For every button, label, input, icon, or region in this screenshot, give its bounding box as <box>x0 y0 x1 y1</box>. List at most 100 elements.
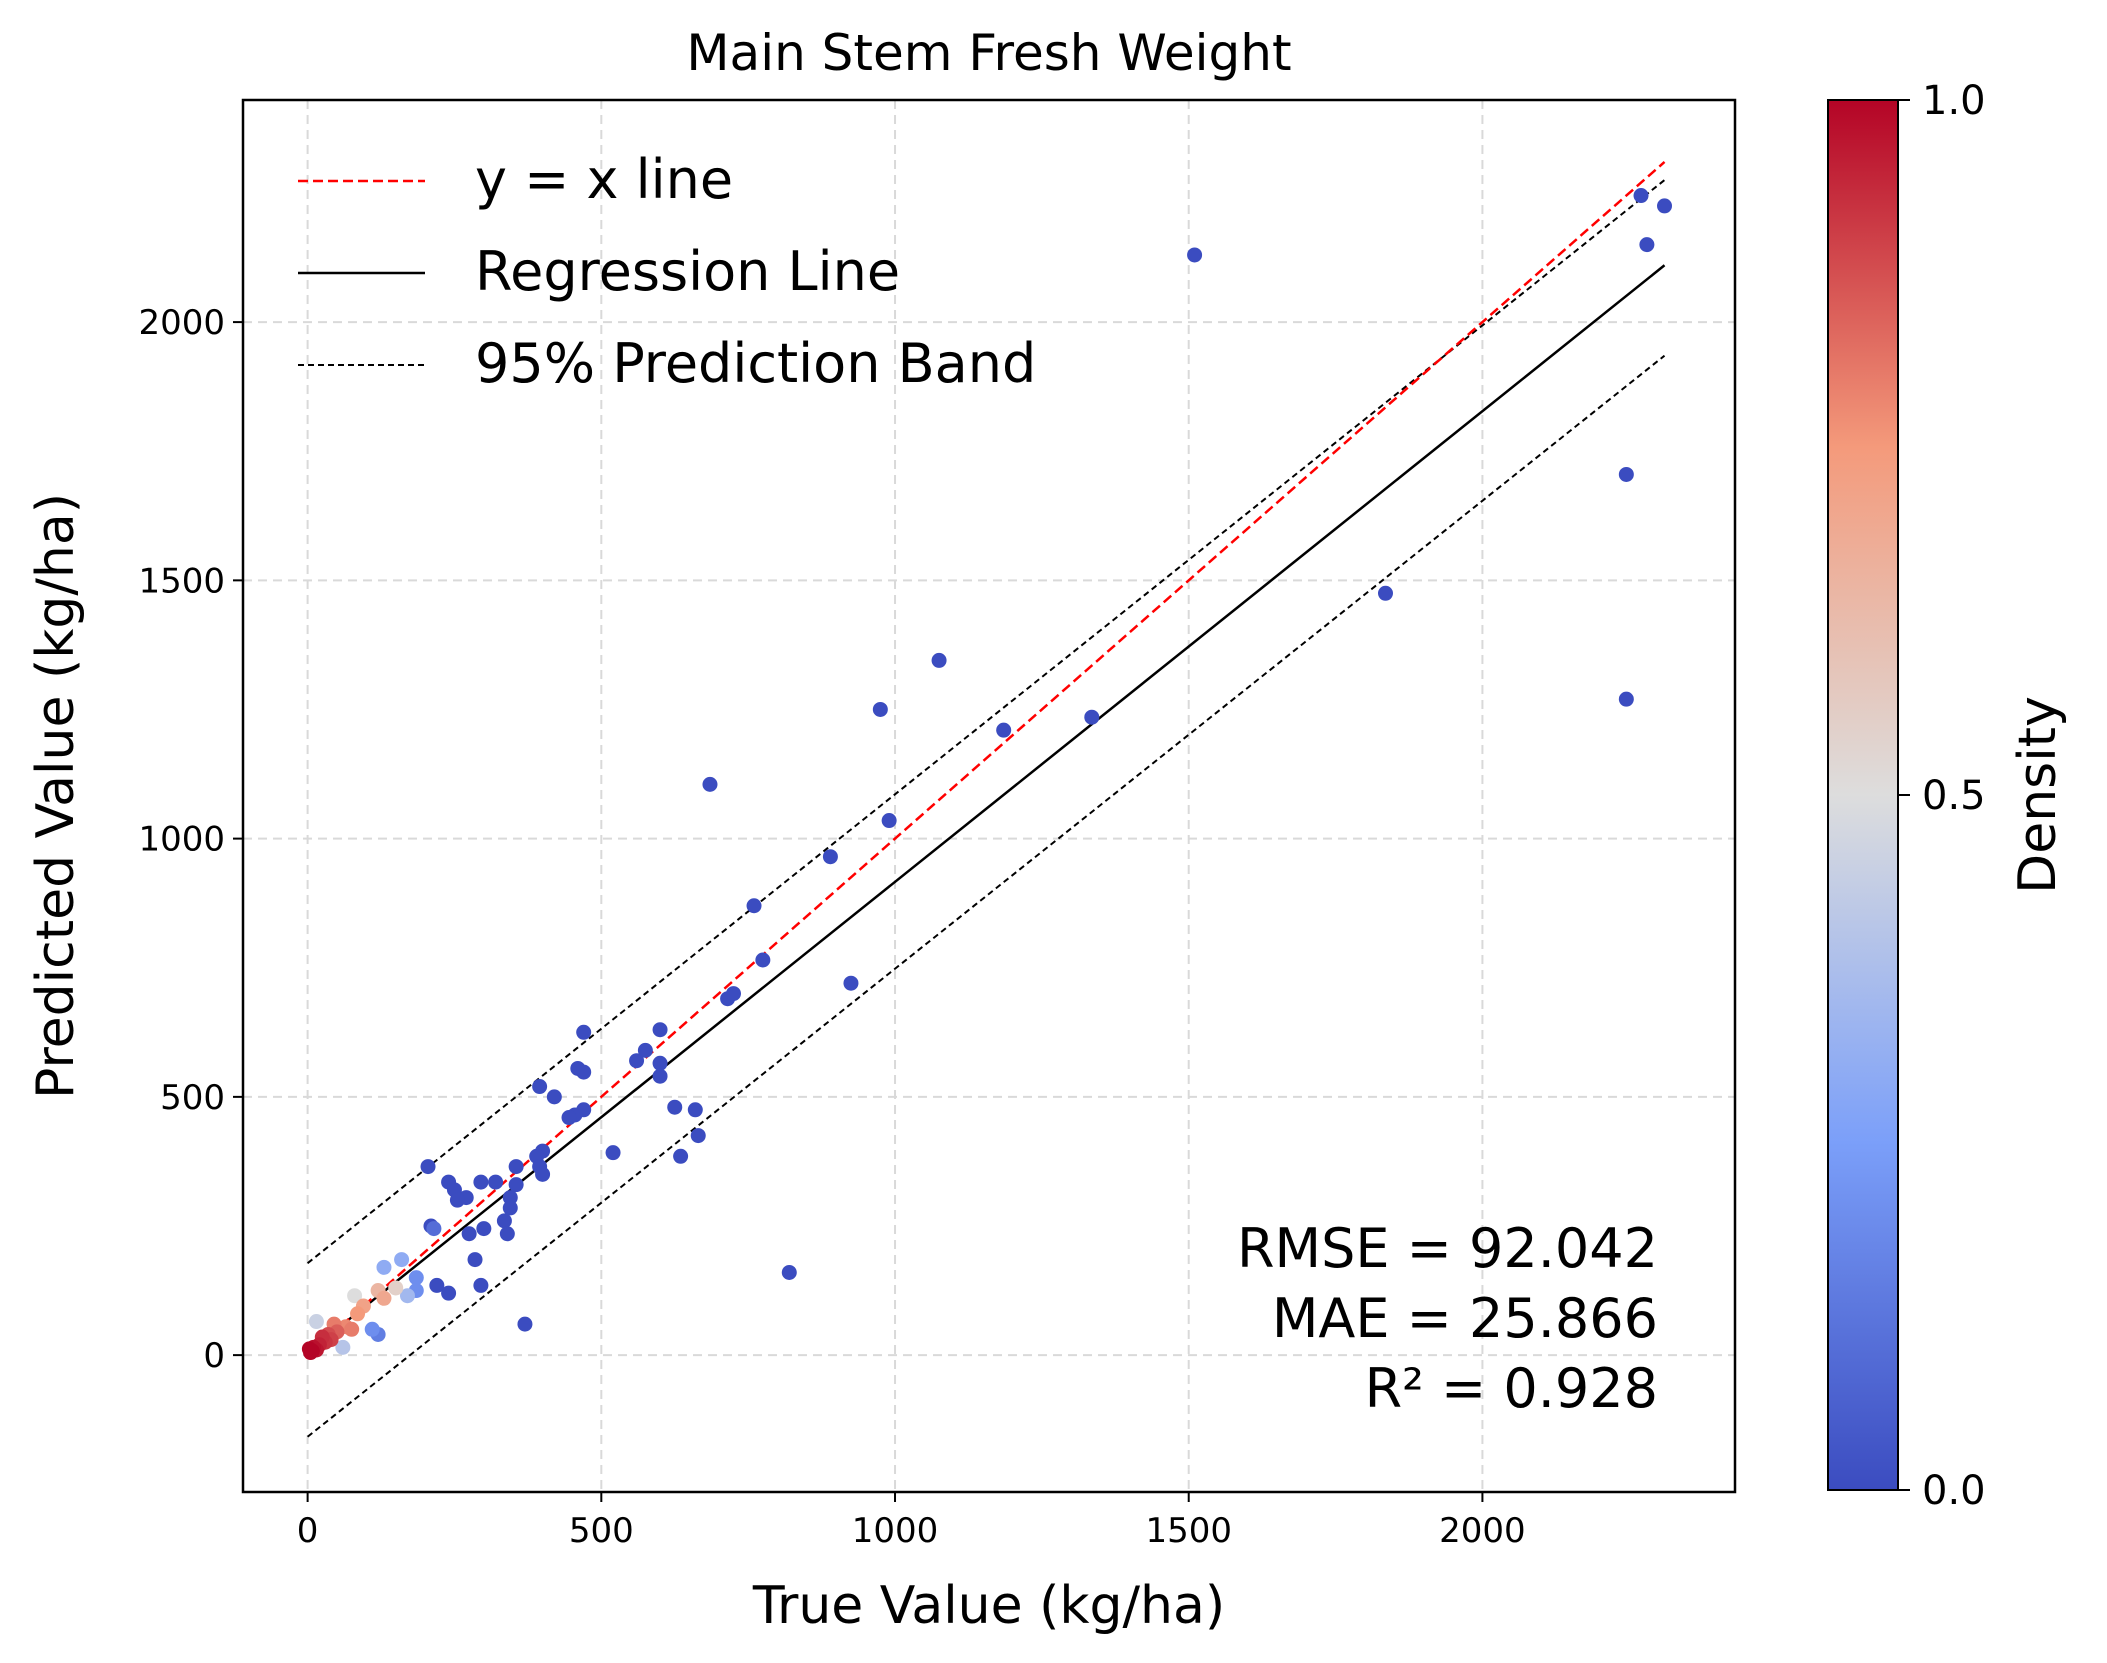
x-tick-label: 1500 <box>1145 1511 1232 1551</box>
y-tick-label: 1000 <box>138 820 225 860</box>
data-point <box>1084 709 1100 725</box>
data-point <box>344 1321 360 1337</box>
colorbar-tick-label: 1.0 <box>1922 78 1986 124</box>
data-point <box>364 1321 380 1337</box>
x-axis-ticks: 0 500 1000 1500 2000 <box>297 1492 1526 1551</box>
data-point <box>508 1177 524 1193</box>
grid-lines <box>243 100 1735 1492</box>
x-tick-label: 0 <box>297 1511 319 1551</box>
data-point <box>350 1306 366 1322</box>
data-point <box>781 1264 797 1280</box>
data-point <box>1639 237 1655 253</box>
prediction-band-lower <box>306 354 1666 1438</box>
data-point <box>1618 466 1634 482</box>
data-point <box>508 1159 524 1175</box>
metric-mae: MAE = 25.866 <box>1272 1287 1658 1350</box>
data-point <box>496 1213 512 1229</box>
data-point <box>931 652 947 668</box>
data-point <box>376 1290 392 1306</box>
metrics-box: RMSE = 92.042 MAE = 25.866 R² = 0.928 <box>1237 1217 1658 1420</box>
data-point <box>499 1226 515 1242</box>
metric-rmse: RMSE = 92.042 <box>1237 1217 1658 1280</box>
y-tick-label: 2000 <box>138 303 225 343</box>
y-tick-label: 500 <box>160 1078 225 1118</box>
x-tick-label: 1000 <box>852 1511 939 1551</box>
data-point <box>687 1102 703 1118</box>
data-point <box>535 1166 551 1182</box>
data-point <box>725 986 741 1002</box>
data-point <box>399 1288 415 1304</box>
data-point <box>673 1148 689 1164</box>
data-point <box>301 1341 317 1357</box>
y-axis-label: Predicted Value (kg/ha) <box>26 493 86 1099</box>
data-point <box>667 1099 683 1115</box>
data-point <box>576 1064 592 1080</box>
data-point <box>426 1221 442 1237</box>
data-point <box>546 1089 562 1105</box>
x-tick-label: 2000 <box>1439 1511 1526 1551</box>
data-point <box>881 813 897 829</box>
data-point <box>755 952 771 968</box>
data-point <box>1633 188 1649 204</box>
colorbar-gradient <box>1827 99 1899 1491</box>
data-point <box>388 1280 404 1296</box>
data-point <box>1618 691 1634 707</box>
data-point <box>605 1145 621 1161</box>
data-point <box>502 1200 518 1216</box>
data-point <box>872 701 888 717</box>
metric-r2: R² = 0.928 <box>1365 1357 1658 1420</box>
data-point <box>822 849 838 865</box>
chart-title: Main Stem Fresh Weight <box>686 24 1291 82</box>
data-point <box>532 1079 548 1095</box>
data-point <box>408 1270 424 1286</box>
data-point <box>702 776 718 792</box>
data-points <box>301 188 1673 1361</box>
data-point <box>517 1316 533 1332</box>
data-point <box>467 1252 483 1268</box>
data-point <box>746 898 762 914</box>
colorbar-label: Density <box>2008 696 2068 894</box>
data-point <box>629 1053 645 1069</box>
data-point <box>1377 585 1393 601</box>
colorbar-ticks: 0.0 0.5 1.0 <box>1898 78 1986 1514</box>
data-point <box>429 1277 445 1293</box>
data-point <box>420 1159 436 1175</box>
data-point <box>843 975 859 991</box>
regression-line <box>306 264 1666 1354</box>
plot-frame <box>241 98 1737 1494</box>
data-point <box>652 1055 668 1071</box>
legend-label-band: 95% Prediction Band <box>475 332 1036 395</box>
data-point <box>637 1042 653 1058</box>
data-point <box>502 1190 518 1206</box>
x-tick-label: 500 <box>569 1511 634 1551</box>
data-point <box>561 1110 577 1126</box>
colorbar: 0.0 0.5 1.0 Density <box>1827 78 2068 1514</box>
colorbar-tick-label: 0.5 <box>1922 773 1986 819</box>
y-tick-label: 0 <box>203 1336 225 1376</box>
legend-label-identity: y = x line <box>475 148 733 211</box>
data-point <box>473 1174 489 1190</box>
colorbar-tick-label: 0.0 <box>1922 1468 1986 1514</box>
y-axis-ticks: 0 500 1000 1500 2000 <box>138 303 243 1376</box>
data-point <box>690 1128 706 1144</box>
data-point <box>347 1288 363 1304</box>
data-point <box>308 1314 324 1330</box>
data-point <box>449 1192 465 1208</box>
data-point <box>394 1252 410 1268</box>
data-point <box>652 1068 668 1084</box>
legend: y = x line Regression Line 95% Predictio… <box>298 148 1036 395</box>
data-point <box>461 1226 477 1242</box>
data-point <box>376 1259 392 1275</box>
data-point <box>996 722 1012 738</box>
data-point <box>652 1022 668 1038</box>
data-point <box>488 1174 504 1190</box>
legend-label-regression: Regression Line <box>475 240 900 303</box>
data-point <box>335 1339 351 1355</box>
data-point <box>576 1024 592 1040</box>
data-point <box>476 1221 492 1237</box>
data-point <box>1657 198 1673 214</box>
data-point <box>441 1285 457 1301</box>
data-point <box>1187 247 1203 263</box>
x-axis-label: True Value (kg/ha) <box>752 1576 1225 1636</box>
